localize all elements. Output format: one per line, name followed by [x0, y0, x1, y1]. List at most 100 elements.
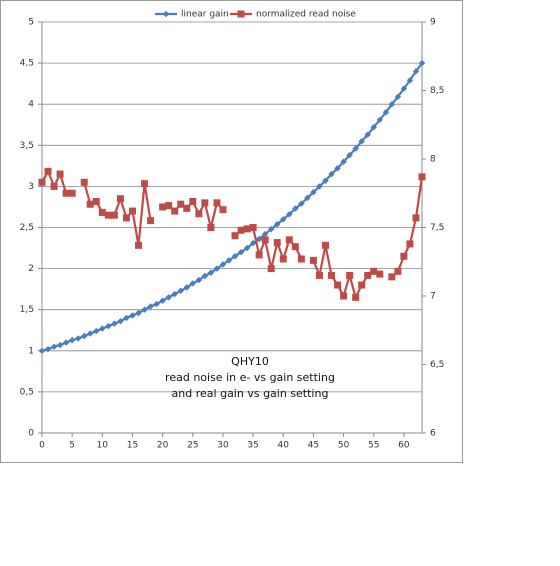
data-point — [388, 101, 396, 108]
x-tick-label: 10 — [97, 441, 109, 451]
y2-tick-label: 8,5 — [430, 86, 444, 96]
y2-tick-label: 7,5 — [430, 223, 444, 233]
data-point — [412, 214, 420, 222]
data-point — [183, 204, 191, 212]
legend-marker — [162, 10, 170, 18]
y-tick-label: 2 — [28, 264, 34, 274]
data-point — [44, 167, 52, 175]
x-tick-label: 20 — [157, 441, 169, 451]
data-point — [86, 200, 94, 208]
data-point — [285, 236, 293, 244]
data-point — [394, 93, 402, 101]
data-point — [207, 224, 215, 231]
data-point — [231, 232, 239, 240]
data-point — [237, 226, 245, 234]
data-point — [105, 322, 112, 330]
data-point — [141, 306, 148, 313]
data-point — [322, 177, 329, 184]
y2-tick-label: 6,5 — [430, 360, 444, 370]
x-tick-label: 15 — [127, 441, 138, 451]
data-point — [68, 189, 76, 197]
data-point — [62, 189, 70, 197]
data-point — [177, 287, 184, 294]
y2-tick-label: 8 — [430, 155, 436, 165]
y2-tick-label: 9 — [430, 18, 436, 28]
data-point — [321, 241, 329, 249]
data-point — [370, 124, 377, 131]
data-point — [309, 256, 317, 264]
data-point — [74, 335, 82, 342]
data-point — [225, 257, 233, 264]
data-point — [388, 273, 396, 281]
data-point — [111, 320, 118, 327]
data-point — [231, 253, 239, 260]
data-point — [122, 214, 130, 222]
data-point — [243, 244, 251, 252]
y-tick-label: 0,5 — [20, 387, 34, 397]
x-tick-label: 35 — [247, 441, 258, 451]
data-point — [376, 270, 384, 278]
data-point — [352, 293, 360, 301]
data-point — [358, 281, 366, 289]
y2-tick-label: 6 — [430, 429, 436, 439]
data-point — [171, 290, 178, 298]
data-point — [189, 280, 196, 287]
data-point — [213, 199, 221, 207]
data-point — [159, 203, 167, 211]
data-point — [38, 347, 46, 354]
data-point — [334, 281, 342, 289]
data-point — [315, 271, 323, 279]
x-tick-label: 55 — [368, 441, 379, 451]
legend-label: normalized read noise — [256, 10, 356, 20]
data-point — [340, 292, 348, 300]
data-point — [376, 116, 383, 124]
data-point — [261, 236, 269, 244]
data-point — [382, 109, 390, 116]
data-point — [243, 225, 251, 233]
data-point — [328, 271, 336, 279]
data-point — [129, 312, 136, 319]
data-point — [406, 240, 414, 248]
legend-marker — [237, 10, 245, 18]
data-point — [147, 217, 155, 225]
chart-frame — [0, 0, 463, 463]
data-point — [56, 170, 64, 178]
data-point — [249, 239, 257, 247]
data-point — [340, 158, 347, 165]
data-point — [117, 318, 124, 325]
data-point — [219, 261, 227, 268]
data-point — [298, 200, 305, 207]
data-point — [400, 252, 408, 260]
data-point — [201, 272, 209, 280]
x-tick-label: 45 — [308, 441, 319, 451]
data-point — [189, 197, 197, 205]
data-point — [364, 271, 372, 279]
data-point — [50, 343, 58, 350]
x-tick-label: 25 — [187, 441, 198, 451]
x-tick-label: 60 — [398, 441, 410, 451]
data-point — [68, 336, 76, 344]
data-point — [153, 300, 160, 308]
data-point — [310, 188, 317, 196]
data-point — [165, 202, 173, 210]
data-point — [418, 59, 426, 67]
data-point — [267, 265, 275, 273]
y-tick-label: 0 — [28, 429, 34, 439]
y-tick-label: 1 — [28, 346, 34, 356]
data-point — [274, 221, 281, 228]
y-tick-label: 5 — [28, 18, 34, 28]
data-point — [237, 248, 245, 256]
data-point — [406, 77, 414, 84]
data-point — [346, 151, 353, 159]
data-point — [249, 224, 257, 231]
y-tick-label: 2,5 — [20, 223, 34, 233]
data-point — [370, 267, 378, 275]
x-tick-label: 30 — [217, 441, 229, 451]
data-point — [177, 200, 185, 208]
data-point — [135, 309, 142, 317]
data-point — [165, 294, 172, 301]
data-point — [50, 182, 58, 190]
data-point — [92, 197, 100, 205]
data-point — [81, 332, 88, 340]
data-point — [201, 199, 209, 207]
